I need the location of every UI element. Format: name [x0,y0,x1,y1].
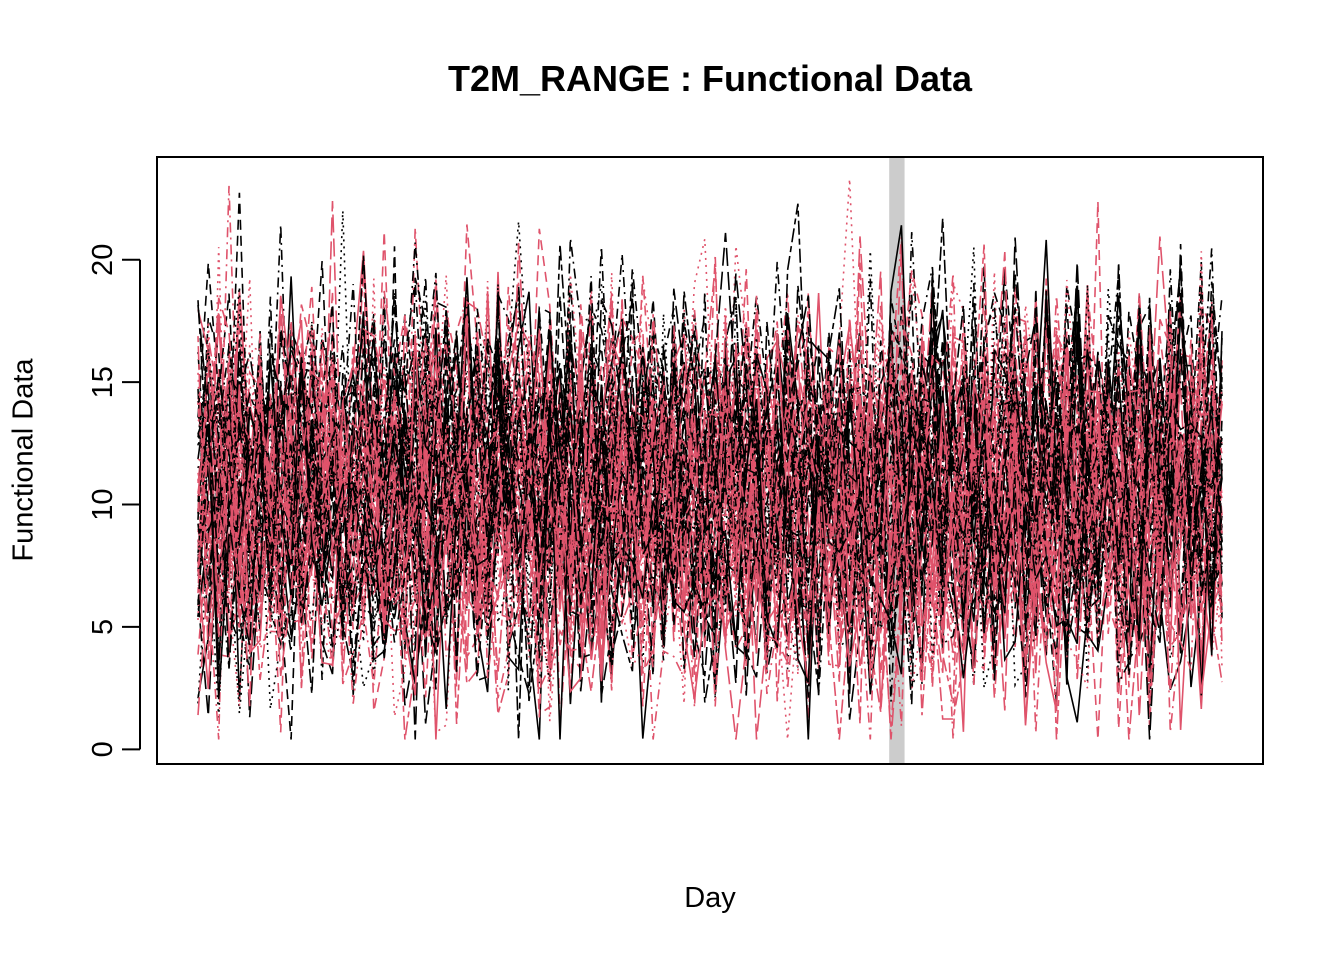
plot-frame [156,156,1264,765]
series-line [197,254,1223,740]
series-line [197,288,1223,680]
y-tick-label: 0 [87,741,119,757]
y-axis: 0 5 10 15 20 [87,244,141,757]
series-line [197,350,1223,740]
series-line [197,314,1223,740]
series-line [197,251,1223,707]
series-line [197,275,1223,675]
series-lines [197,178,1223,740]
x-axis-label: Day [684,882,736,914]
series-line [197,324,1223,718]
y-tick-label: 20 [87,244,119,276]
series-line [197,313,1223,740]
series-line [197,242,1223,653]
series-line [197,192,1223,611]
series-line [197,262,1223,698]
y-tick-label: 15 [87,366,119,398]
series-line [197,232,1223,681]
series-line [197,271,1223,740]
series-line [197,283,1223,691]
y-tick-label: 5 [87,619,119,635]
y-tick-label: 10 [87,488,119,520]
chart-title: T2M_RANGE : Functional Data [447,58,973,99]
